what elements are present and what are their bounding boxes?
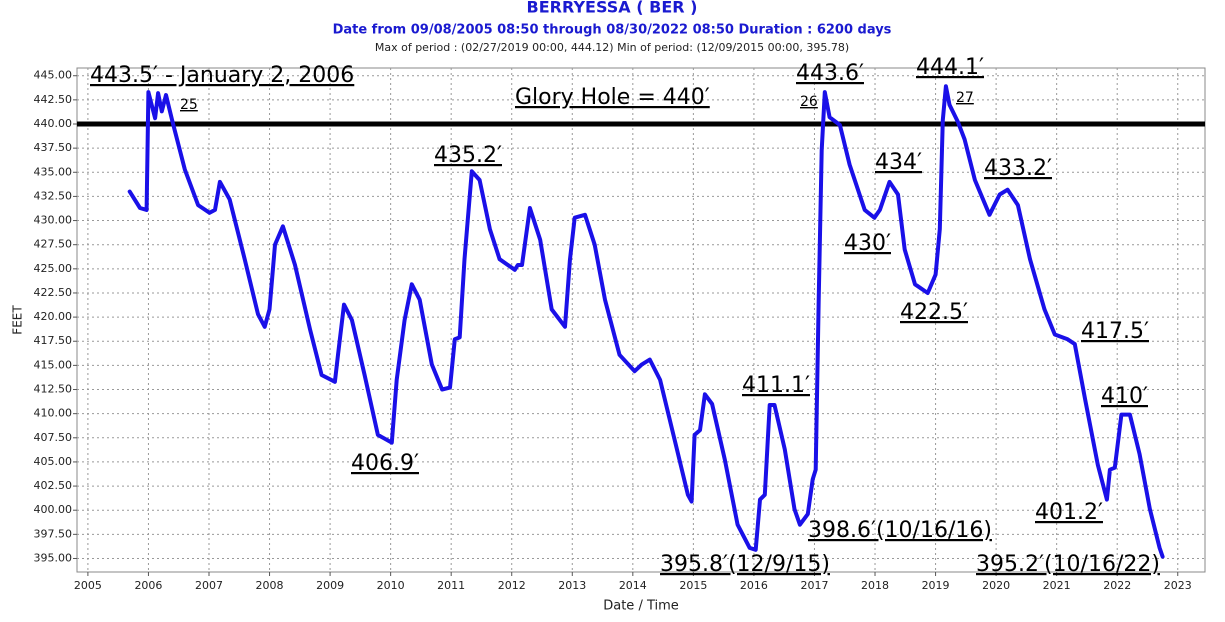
x-tick-label: 2023 xyxy=(1164,579,1192,592)
annotation: 411.1′ xyxy=(742,373,810,398)
y-tick-label: 437.50 xyxy=(34,141,73,154)
x-tick-label: 2009 xyxy=(316,579,344,592)
x-tick-label: 2022 xyxy=(1103,579,1131,592)
y-tick-label: 430.00 xyxy=(34,214,73,227)
annotation: 406.9′ xyxy=(351,451,419,476)
x-tick-label: 2013 xyxy=(558,579,586,592)
annotation: 444.1′ xyxy=(916,55,984,80)
y-tick-label: 402.50 xyxy=(34,479,73,492)
reference-label: Glory Hole = 440′ xyxy=(515,85,710,110)
annotation: 417.5′ xyxy=(1081,319,1149,344)
y-tick-label: 440.00 xyxy=(34,117,73,130)
chart-subtitle: Date from 09/08/2005 08:50 through 08/30… xyxy=(333,23,892,38)
x-tick-label: 2005 xyxy=(74,579,102,592)
y-tick-label: 412.50 xyxy=(34,383,73,396)
annotation: 435.2′ xyxy=(434,143,502,168)
annotation: 443.6′ xyxy=(796,61,864,86)
plot-area xyxy=(76,67,1206,573)
annotation: 26 xyxy=(800,94,818,110)
y-tick-label: 415.00 xyxy=(34,358,73,371)
y-tick-label: 435.00 xyxy=(34,165,73,178)
x-axis-label: Date / Time xyxy=(603,599,679,614)
annotation: 422.5′ xyxy=(900,300,968,325)
y-tick-label: 400.00 xyxy=(34,503,73,516)
annotation: 401.2′ xyxy=(1035,500,1103,525)
x-tick-label: 2015 xyxy=(679,579,707,592)
annotation: 433.2′ xyxy=(984,156,1052,181)
y-tick-label: 397.50 xyxy=(34,527,73,540)
annotation: 395.2′(10/16/22) xyxy=(976,552,1160,577)
x-tick-label: 2011 xyxy=(437,579,465,592)
x-tick-label: 2017 xyxy=(800,579,828,592)
x-tick-label: 2016 xyxy=(740,579,768,592)
x-tick-label: 2021 xyxy=(1043,579,1071,592)
annotation: 443.5′ - January 2, 2006 xyxy=(90,63,354,88)
x-tick-label: 2020 xyxy=(982,579,1010,592)
x-tick-label: 2010 xyxy=(377,579,405,592)
chart-title: BERRYESSA ( BER ) xyxy=(527,0,698,17)
y-tick-label: 422.50 xyxy=(34,286,73,299)
x-tick-label: 2018 xyxy=(861,579,889,592)
y-tick-label: 445.00 xyxy=(34,69,73,82)
x-tick-label: 2006 xyxy=(134,579,162,592)
annotation: 434′ xyxy=(875,150,922,175)
period-note: Max of period : (02/27/2019 00:00, 444.1… xyxy=(375,41,849,54)
annotation: 410′ xyxy=(1101,384,1148,409)
y-axis-label: FEET xyxy=(11,305,25,335)
y-tick-label: 395.00 xyxy=(34,551,73,564)
annotation: 27 xyxy=(956,90,974,106)
y-tick-label: 427.50 xyxy=(34,238,73,251)
x-tick-label: 2014 xyxy=(619,579,647,592)
y-tick-label: 442.50 xyxy=(34,93,73,106)
annotation: 430′ xyxy=(844,231,891,256)
x-tick-label: 2008 xyxy=(256,579,284,592)
x-tick-label: 2007 xyxy=(195,579,223,592)
y-tick-label: 405.00 xyxy=(34,455,73,468)
y-tick-label: 425.00 xyxy=(34,262,73,275)
elevation-line xyxy=(127,84,1165,559)
x-tick-label: 2019 xyxy=(922,579,950,592)
y-tick-label: 432.50 xyxy=(34,189,73,202)
annotation: 25 xyxy=(180,97,198,113)
y-tick-label: 407.50 xyxy=(34,431,73,444)
y-tick-label: 410.00 xyxy=(34,407,73,420)
y-tick-label: 420.00 xyxy=(34,310,73,323)
annotation: 395.8′(12/9/15) xyxy=(660,552,830,577)
annotation: 398.6′(10/16/16) xyxy=(808,518,992,543)
y-tick-label: 417.50 xyxy=(34,334,73,347)
x-tick-label: 2012 xyxy=(498,579,526,592)
